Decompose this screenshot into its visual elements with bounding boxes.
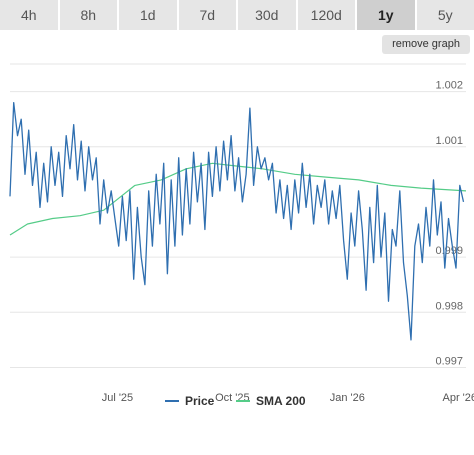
price-line: [9, 101, 465, 341]
x-tick-label: Jan '26: [330, 392, 365, 404]
legend-label-price: Price: [185, 394, 215, 408]
legend-swatch-sma-200: [236, 399, 250, 402]
remove-graph-button[interactable]: remove graph: [382, 35, 470, 54]
tab-1d[interactable]: 1d: [119, 0, 179, 30]
tab-30d[interactable]: 30d: [238, 0, 298, 30]
y-tick-label: 1.001: [435, 135, 463, 147]
y-axis-labels: 1.002 1.001 0.999 0.998 0.997: [435, 80, 463, 368]
y-tick-label: 1.002: [435, 80, 463, 92]
chart-legend: Price SMA 200: [0, 393, 474, 409]
x-tick-label: Apr '26: [442, 392, 474, 404]
tab-1y[interactable]: 1y: [357, 0, 417, 30]
tab-5y[interactable]: 5y: [416, 0, 474, 30]
tab-8h[interactable]: 8h: [59, 0, 119, 30]
grid-lines: [10, 63, 466, 368]
legend-item-sma-200[interactable]: SMA 200: [236, 393, 306, 409]
legend-label-sma-200: SMA 200: [256, 394, 306, 408]
range-tabs: 4h 8h 1d 7d 30d 120d 1y 5y: [0, 0, 474, 30]
tab-4h[interactable]: 4h: [0, 0, 60, 30]
y-tick-label: 0.997: [435, 355, 463, 367]
y-tick-label: 0.998: [435, 300, 463, 312]
x-axis-labels: Jul '25 Oct '25 Jan '26 Apr '26: [102, 392, 474, 404]
x-tick-label: Jul '25: [102, 392, 133, 404]
sma-200-line: [9, 162, 467, 236]
legend-item-price[interactable]: Price: [165, 393, 214, 409]
tab-120d[interactable]: 120d: [297, 0, 357, 30]
series-lines: [9, 101, 467, 341]
y-tick-label: 0.999: [435, 245, 463, 257]
tab-7d[interactable]: 7d: [178, 0, 238, 30]
legend-swatch-price: [165, 399, 179, 402]
